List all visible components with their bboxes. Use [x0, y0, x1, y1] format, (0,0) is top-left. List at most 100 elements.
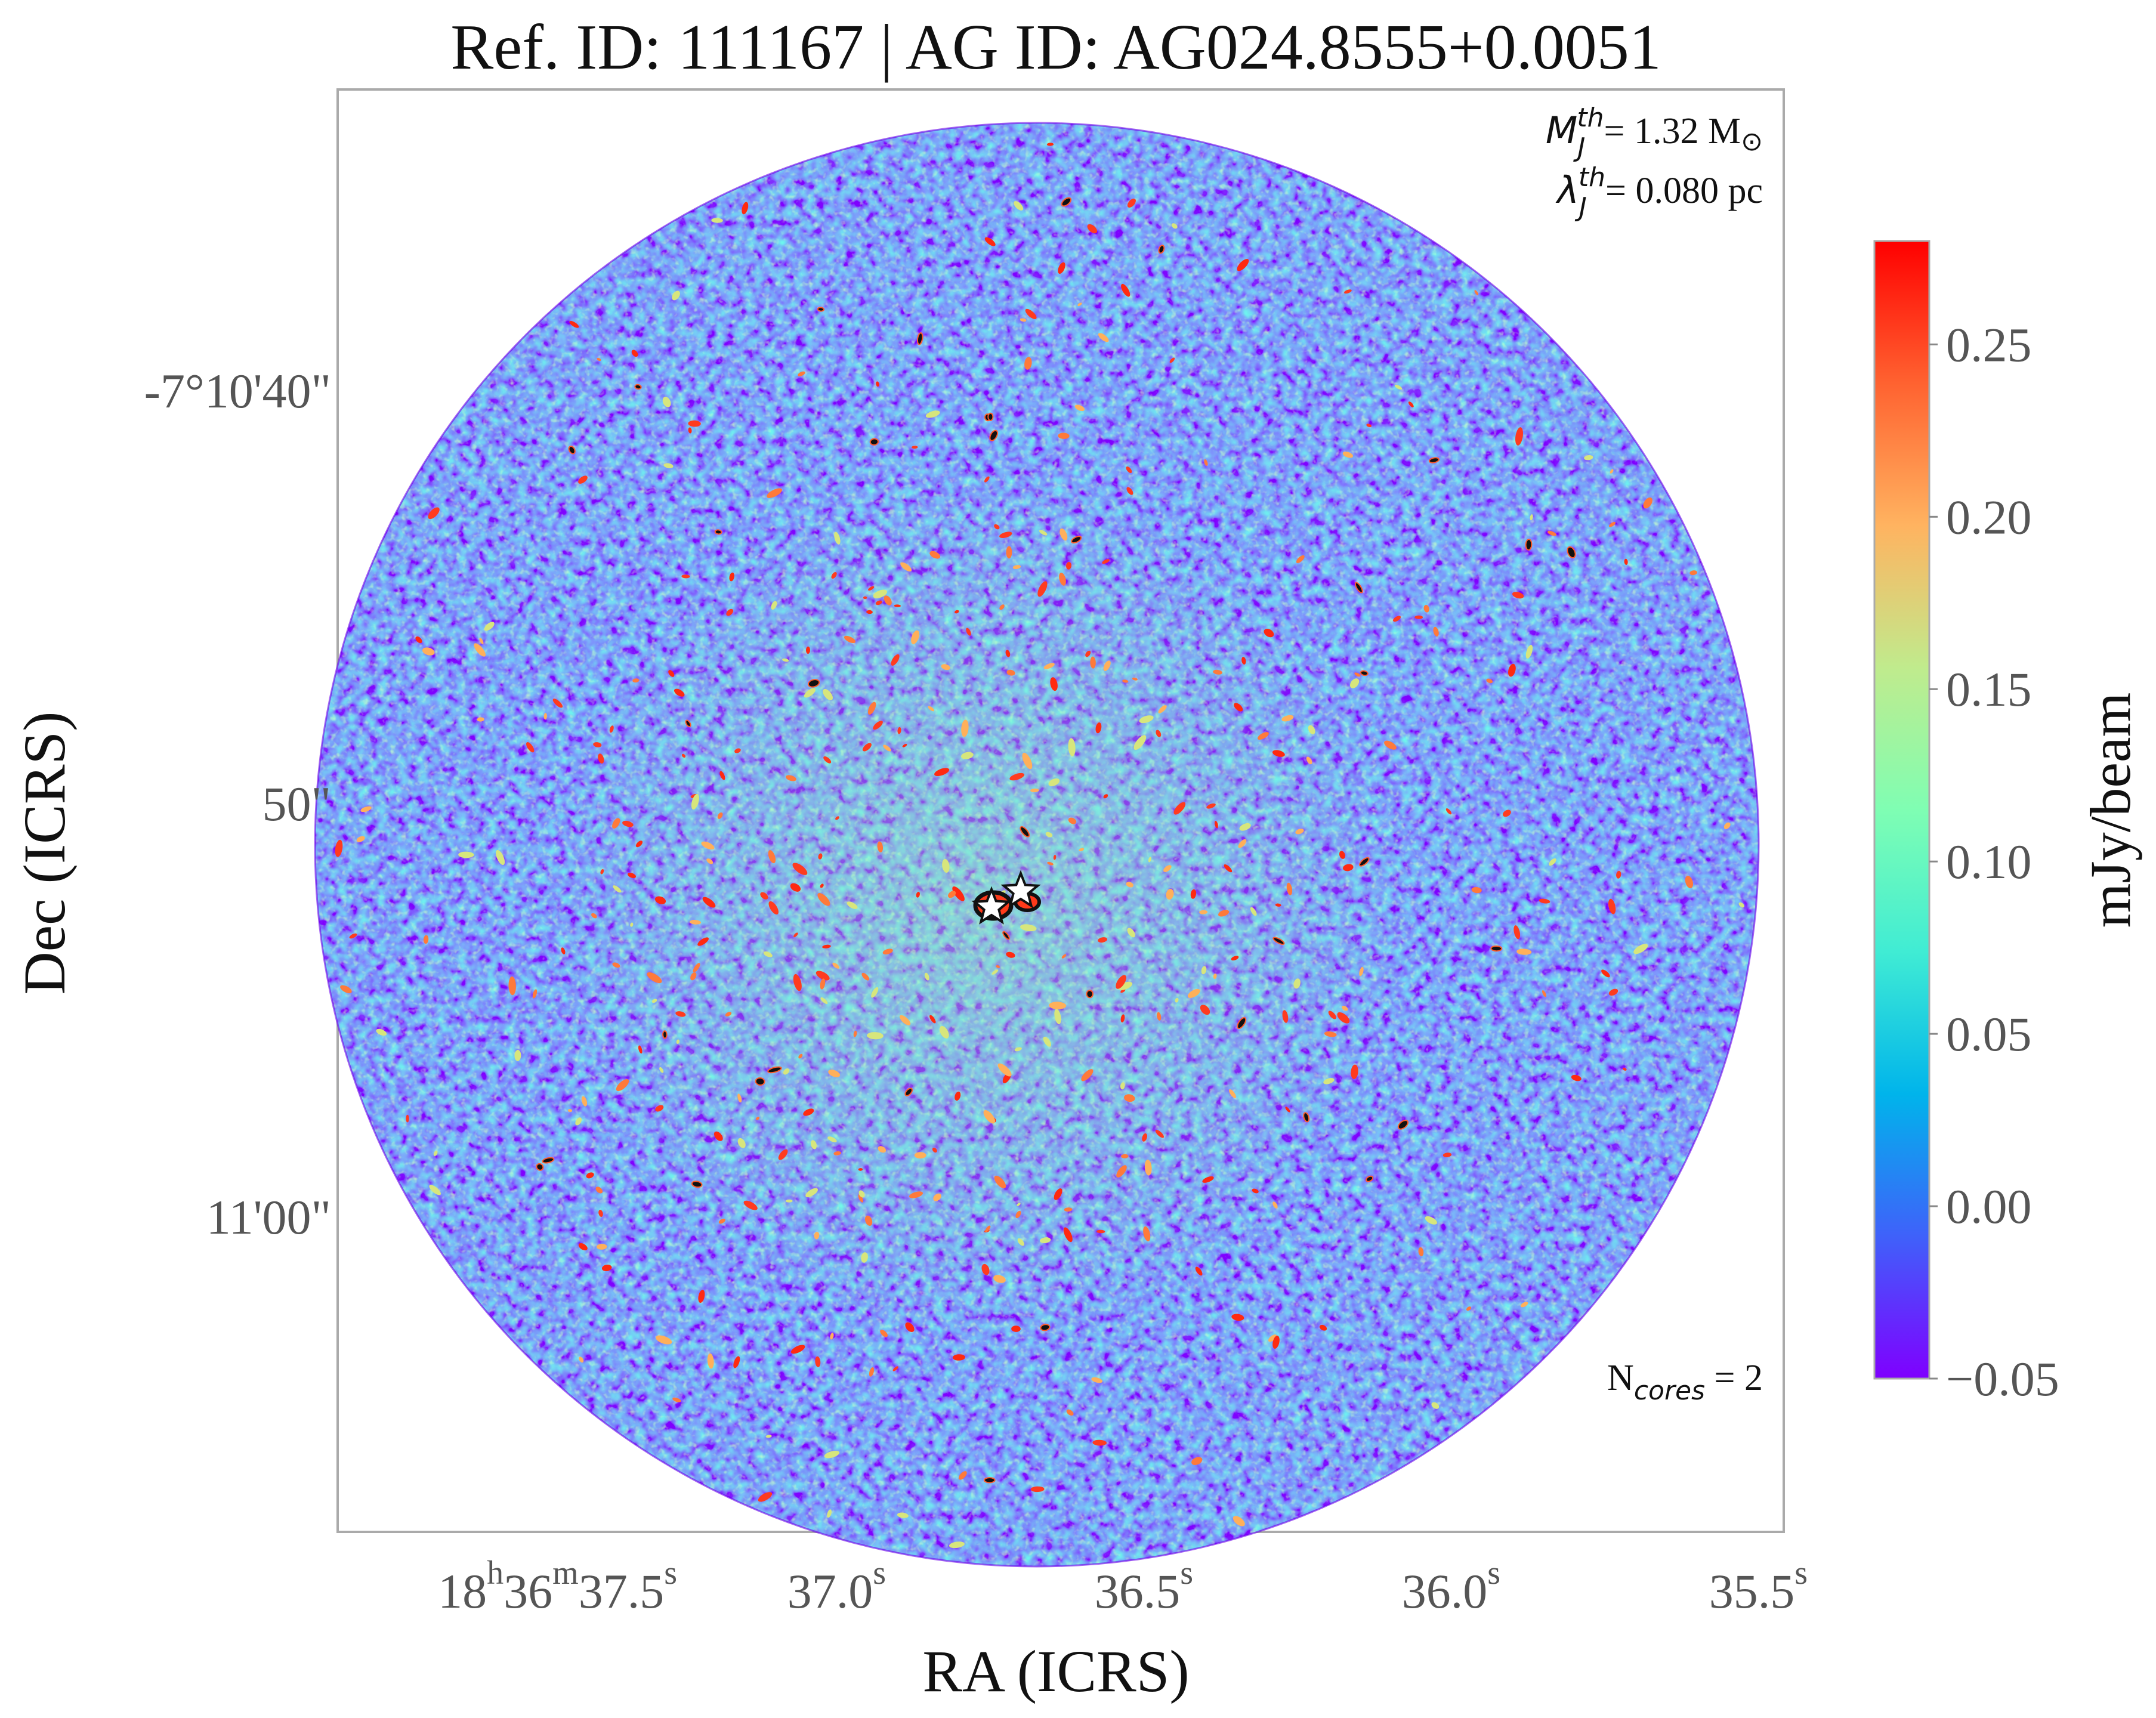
emission-peak: [858, 1168, 863, 1171]
emission-peak: [474, 643, 486, 657]
emission-peak: [1049, 1002, 1067, 1009]
emission-peak: [832, 962, 840, 969]
emission-peak: [798, 1053, 803, 1059]
emission-peak: [1723, 822, 1731, 829]
emission-peak: [1144, 1159, 1152, 1176]
emission-peak: [1423, 604, 1429, 613]
emission-peak: [805, 1188, 818, 1197]
emission-peak: [1241, 657, 1246, 665]
emission-peak: [508, 976, 516, 996]
emission-peak: [1126, 882, 1133, 888]
emission-peak: [1103, 794, 1108, 799]
emission-peak: [422, 647, 435, 656]
emission-peak: [579, 1357, 584, 1363]
emission-peak: [861, 1252, 868, 1263]
emission-peak: [698, 1290, 705, 1303]
emission-peak: [996, 965, 1000, 968]
emission-peak: [912, 446, 918, 449]
emission-peak: [1048, 778, 1060, 786]
emission-peak: [1187, 988, 1200, 998]
emission-peak: [984, 237, 996, 246]
emission-peak: [1239, 823, 1251, 831]
emission-peak: [581, 1096, 588, 1107]
emission-peak: [1601, 969, 1610, 978]
emission-peak: [994, 1175, 1006, 1189]
emission-peak: [817, 893, 830, 906]
emission-peak: [810, 1140, 817, 1150]
ncores-annotation: Ncores = 2: [1607, 1358, 1763, 1406]
emission-peak: [638, 1045, 643, 1054]
emission-peak: [1525, 645, 1533, 659]
emission-peak: [798, 371, 805, 376]
emission-peak: [725, 1012, 732, 1016]
emission-peak: [1512, 592, 1524, 599]
emission-peak: [631, 350, 638, 357]
emission-peak: [1158, 705, 1167, 713]
y-tick-label-1: -7°10'40": [144, 364, 331, 418]
emission-peak: [697, 937, 709, 946]
contour-speck: [536, 1163, 544, 1171]
emission-peak: [681, 574, 690, 579]
emission-peak: [905, 1322, 915, 1332]
emission-peak: [1191, 1457, 1203, 1465]
emission-peak: [1065, 562, 1072, 570]
emission-peak: [701, 841, 715, 849]
emission-peak: [815, 1356, 821, 1367]
emission-peak: [706, 858, 713, 864]
emission-peak: [651, 999, 657, 1003]
emission-peak: [1408, 401, 1414, 407]
x-axis-ticks: 18h36m37.5s 37.0s 36.5s 36.0s 35.5s: [438, 1555, 1808, 1618]
emission-peak: [729, 572, 734, 582]
emission-peak: [1234, 703, 1243, 712]
contour-speck: [984, 1477, 996, 1484]
emission-peak: [688, 420, 701, 427]
emission-peak: [632, 678, 640, 683]
emission-peak: [1608, 898, 1616, 914]
emission-peak: [1190, 889, 1197, 899]
emission-peak: [1503, 809, 1511, 817]
emission-peak: [880, 1330, 888, 1337]
emission-peak: [768, 850, 776, 864]
emission-peak: [484, 622, 495, 631]
emission-peak: [718, 1218, 725, 1224]
emission-peak: [1121, 1154, 1129, 1158]
contour-speck: [1071, 536, 1082, 544]
emission-peak: [1148, 857, 1151, 863]
emission-peak: [1610, 469, 1614, 474]
emission-peak: [1054, 1188, 1062, 1200]
emission-peak: [1037, 581, 1048, 597]
emission-peak: [1471, 887, 1482, 894]
emission-peak: [961, 719, 969, 737]
emission-peak: [1738, 902, 1744, 908]
emission-peak: [543, 713, 547, 720]
emission-peak: [1139, 715, 1154, 724]
emission-peak: [1414, 615, 1423, 619]
emission-peak: [593, 742, 602, 747]
emission-peak: [1006, 951, 1015, 958]
emission-peak: [514, 1050, 521, 1061]
contour-speck: [1397, 1120, 1409, 1130]
contour-speck: [634, 384, 642, 390]
emission-peak: [1229, 1089, 1236, 1098]
emission-peak: [1120, 1014, 1125, 1023]
emission-peak: [1061, 954, 1067, 959]
emission-peak: [835, 816, 839, 820]
emission-peak: [1127, 198, 1136, 208]
emission-peak: [994, 524, 1000, 530]
contour-speck: [1061, 197, 1072, 207]
contour-speck: [1567, 546, 1576, 559]
emission-peak: [1121, 283, 1130, 297]
emission-peak: [1486, 678, 1493, 684]
emission-peak: [1308, 725, 1315, 734]
emission-peak: [360, 806, 372, 812]
emission-peak: [831, 571, 837, 579]
emission-peak: [999, 604, 1005, 610]
emission-peak: [897, 727, 901, 734]
emission-peak: [790, 883, 801, 892]
emission-peak: [717, 812, 723, 819]
emission-peak: [1324, 1031, 1337, 1037]
emission-peak: [1050, 677, 1058, 691]
emission-peak: [899, 1015, 911, 1025]
ncores-value: = 2: [1705, 1358, 1763, 1398]
emission-peak: [818, 853, 823, 860]
